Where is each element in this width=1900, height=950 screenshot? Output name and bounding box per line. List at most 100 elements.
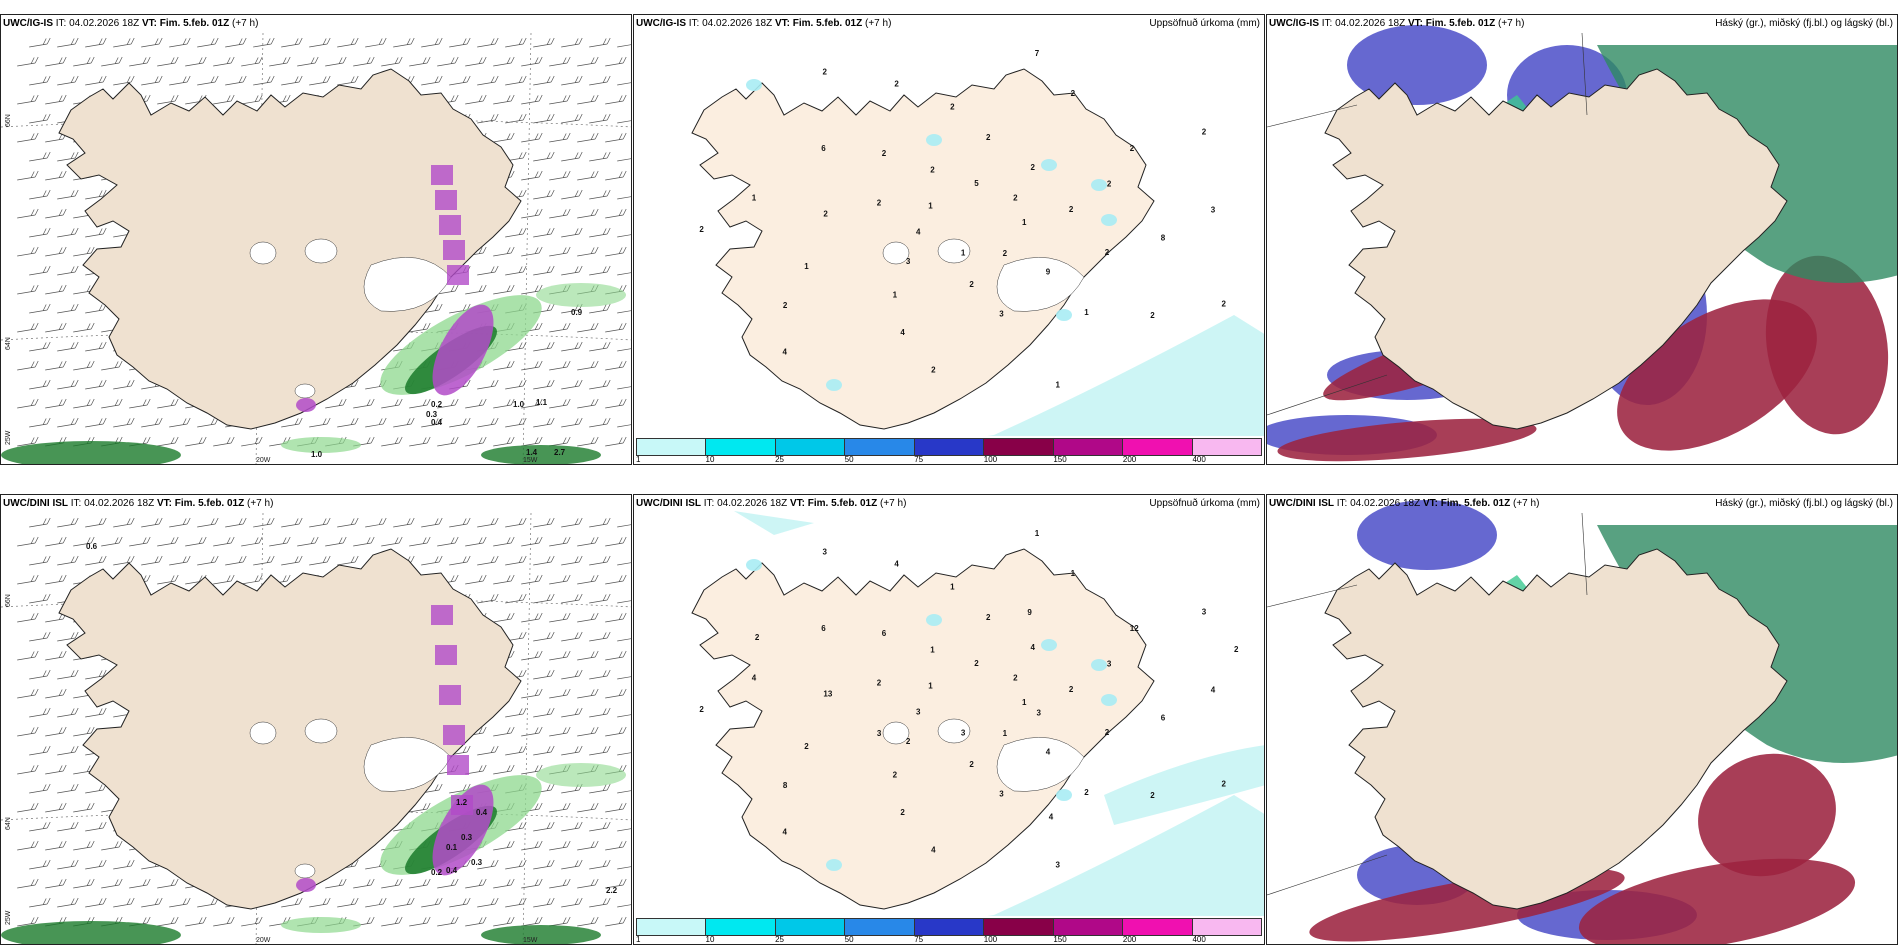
wind-value-label: 0.3 — [471, 858, 483, 867]
precip-value-label: 7 — [1035, 49, 1040, 58]
precip-value-label: 2 — [1069, 205, 1074, 214]
precip-value-label: 2 — [1071, 89, 1076, 98]
axis-label: 64N — [5, 817, 12, 830]
precip-value-label: 4 — [931, 846, 936, 855]
wind-value-label: 1.1 — [536, 398, 548, 407]
cloud-map — [1267, 15, 1897, 464]
precip-value-label: 9 — [1046, 267, 1051, 276]
iceland-land — [58, 68, 522, 430]
panel-title: UWC/IG-IS IT: 04.02.2026 18Z VT: Fim. 5.… — [1269, 18, 1525, 29]
axis-label: 25W — [5, 430, 12, 445]
scale-swatch — [1192, 919, 1261, 935]
precip-value-label: 2 — [906, 737, 911, 746]
precip-value-label: 6 — [882, 629, 887, 638]
graticule — [1267, 512, 1588, 896]
scale-tick-label: 150 — [1053, 935, 1067, 944]
scale-tick-label: 200 — [1122, 935, 1137, 944]
wind-value-label: 0.4 — [476, 808, 488, 817]
precip-value-label: 4 — [1049, 813, 1054, 822]
iceland-land — [1324, 548, 1788, 910]
scale-tick-label: 100 — [983, 455, 998, 464]
scale-tick-label: 150 — [1053, 455, 1067, 464]
scale-swatch — [775, 439, 846, 455]
glaciers — [882, 238, 1085, 312]
precip-swaths — [734, 511, 1264, 918]
precip-value-label: 1 — [961, 248, 966, 257]
precip-value-label: 1 — [1084, 308, 1089, 317]
precip-value-label: 2 — [755, 633, 760, 642]
precip-panel-dini: UWC/DINI ISL IT: 04.02.2026 18Z VT: Fim.… — [633, 494, 1265, 945]
precip-value-label: 2 — [783, 301, 788, 310]
precip-value-label: 2 — [1130, 144, 1135, 153]
scale-swatch — [914, 919, 985, 935]
wind-panel-dini: UWC/DINI ISL IT: 04.02.2026 18Z VT: Fim.… — [0, 494, 632, 945]
scale-tick-label: 10 — [705, 935, 715, 944]
panel-title: UWC/IG-IS IT: 04.02.2026 18Z VT: Fim. 5.… — [3, 18, 259, 29]
precip-value-label: 4 — [916, 228, 921, 237]
iceland-land — [691, 548, 1155, 910]
precip-value-label: 2 — [894, 80, 899, 89]
scale-tick-label: 50 — [844, 455, 854, 464]
precip-value-label: 2 — [877, 199, 882, 208]
precip-value-label: 4 — [1031, 643, 1036, 652]
axis-label: 15W — [523, 457, 538, 464]
precip-value-label: 2 — [877, 679, 882, 688]
axis-label: 20W — [256, 937, 271, 944]
scale-tick-label: 25 — [775, 455, 785, 464]
axis-label: 25W — [5, 910, 12, 925]
precip-value-label: 4 — [894, 560, 899, 569]
wind-value-label: 2.7 — [554, 448, 566, 457]
cloud-map — [1267, 495, 1897, 944]
wind-panel-igis: UWC/IG-IS IT: 04.02.2026 18Z VT: Fim. 5.… — [0, 14, 632, 465]
precip-value-label: 2 — [1222, 299, 1227, 308]
wind-value-label: 0.4 — [446, 866, 458, 875]
precip-color-scale: 1 10 25 50 75 100 150 200 400 — [634, 436, 1264, 464]
axis-label: 66N — [5, 114, 12, 127]
precip-value-label: 3 — [999, 310, 1004, 319]
scale-swatch — [984, 919, 1054, 935]
iceland-land — [58, 548, 522, 910]
precip-value-label: 2 — [1013, 194, 1018, 203]
precip-value-label: 1 — [1022, 218, 1027, 227]
scale-swatch — [984, 439, 1054, 455]
snow-areas — [296, 605, 494, 892]
precip-value-label: 1 — [930, 645, 935, 654]
precip-value-label: 2 — [893, 770, 898, 779]
scale-swatch — [1053, 439, 1124, 455]
precip-value-label: 9 — [1027, 608, 1032, 617]
scale-tick-label: 75 — [914, 935, 924, 944]
precip-value-label: 3 — [1202, 607, 1207, 616]
scale-swatch — [845, 439, 915, 455]
cloud-panel-igis: UWC/IG-IS IT: 04.02.2026 18Z VT: Fim. 5.… — [1266, 14, 1898, 465]
wind-value-label: 2.2 — [606, 886, 618, 895]
wind-value-label: 1.0 — [311, 450, 323, 459]
scale-swatch — [637, 919, 707, 935]
precip-value-label: 2 — [930, 165, 935, 174]
axis-label: 20W — [256, 457, 271, 464]
cloud-title: Háský (gr.), miðský (fj.bl.) og lágský (… — [1715, 498, 1893, 509]
wind-map: 66N 64N 25W 20W 15W 0.9 1.0 1.1 0.20.30.4 1.0 1.4 2… — [1, 15, 631, 464]
wind-value-label: 0.4 — [431, 418, 443, 427]
precip-value-label: 2 — [1084, 788, 1089, 797]
glaciers — [249, 718, 452, 879]
iceland-land — [691, 68, 1155, 430]
precip-value-label: 2 — [699, 705, 704, 714]
precip-value-label: 3 — [906, 257, 911, 266]
precip-value-label: 1 — [752, 193, 757, 202]
precip-blobs — [746, 79, 1117, 391]
precip-value-label: 4 — [1046, 747, 1051, 756]
precip-value-label: 2 — [823, 68, 828, 77]
panel-title: UWC/DINI ISL IT: 04.02.2026 18Z VT: Fim.… — [3, 498, 274, 509]
precip-value-label: 3 — [1037, 709, 1042, 718]
precip-title: Uppsöfnuð úrkoma (mm) — [1149, 18, 1260, 29]
precip-value-label: 1 — [893, 290, 898, 299]
precip-value-label: 2 — [823, 209, 828, 218]
scale-tick-label: 50 — [844, 935, 854, 944]
scale-swatch — [914, 439, 985, 455]
precip-value-label: 2 — [804, 742, 809, 751]
scale-tick-label: 200 — [1122, 455, 1137, 464]
scale-swatch — [706, 919, 776, 935]
precip-value-label: 2 — [986, 613, 991, 622]
